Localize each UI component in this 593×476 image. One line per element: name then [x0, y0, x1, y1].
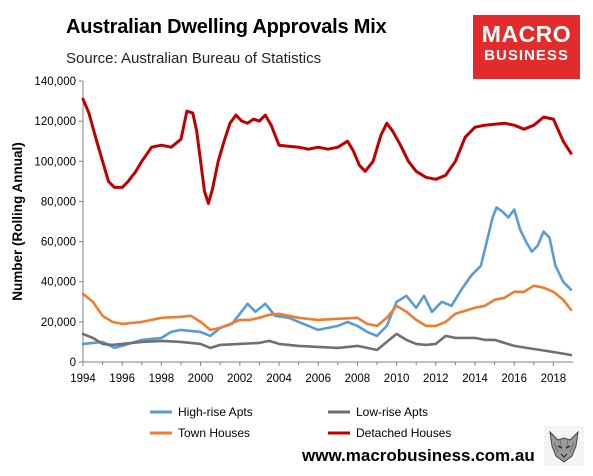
x-tick-label: 1994 — [70, 373, 96, 385]
x-tick-label: 1996 — [109, 373, 135, 385]
x-tick-label: 2018 — [541, 373, 567, 385]
y-tick-label: 20,000 — [41, 317, 76, 329]
series-lines — [81, 97, 573, 357]
axes: 0 20,000 40,000 60,000 80,000 100,000 120,000 1… — [10, 76, 573, 385]
series-line-high_rise — [81, 206, 573, 350]
legend: High-rise Apts Low-rise Apts Town Houses De… — [150, 405, 451, 440]
y-axis-label: Number (Rolling Annual) — [10, 142, 25, 301]
y-tick-label: 120,000 — [34, 116, 76, 128]
macrobusiness-logo: MACRO BUSINESS — [473, 15, 580, 79]
series-line-low_rise — [81, 332, 573, 357]
legend-label-high_rise: High-rise Apts — [178, 405, 253, 419]
x-tick-label: 2008 — [345, 373, 371, 385]
x-tick-label: 1998 — [149, 373, 175, 385]
x-tick-label: 2012 — [423, 373, 449, 385]
chart-title: Australian Dwelling Approvals Mix — [66, 16, 387, 38]
x-tick-label: 2010 — [384, 373, 410, 385]
chart-subtitle: Source: Australian Bureau of Statistics — [66, 50, 322, 67]
y-tick-label: 100,000 — [34, 156, 76, 168]
legend-label-low_rise: Low-rise Apts — [356, 405, 428, 419]
x-tick-label: 2016 — [501, 373, 527, 385]
x-tick-label: 2004 — [266, 373, 292, 385]
legend-label-detached: Detached Houses — [356, 426, 451, 440]
x-tick-label: 2000 — [188, 373, 214, 385]
x-tick-label: 2002 — [227, 373, 253, 385]
y-tick-label: 60,000 — [41, 237, 76, 249]
footer-url: www.macrobusiness.com.au — [302, 446, 535, 465]
y-tick-label: 80,000 — [41, 196, 76, 208]
y-tick-label: 140,000 — [34, 76, 76, 88]
series-line-town — [81, 284, 573, 332]
logo-line1: MACRO — [481, 21, 572, 47]
series-line-detached — [81, 97, 573, 205]
legend-label-town: Town Houses — [178, 426, 250, 440]
x-tick-label: 2006 — [305, 373, 331, 385]
wolf-mascot-icon — [544, 426, 584, 466]
logo-line2: BUSINESS — [484, 47, 569, 64]
y-tick-label: 0 — [70, 357, 76, 369]
y-tick-label: 40,000 — [41, 277, 76, 289]
x-tick-label: 2014 — [462, 373, 488, 385]
